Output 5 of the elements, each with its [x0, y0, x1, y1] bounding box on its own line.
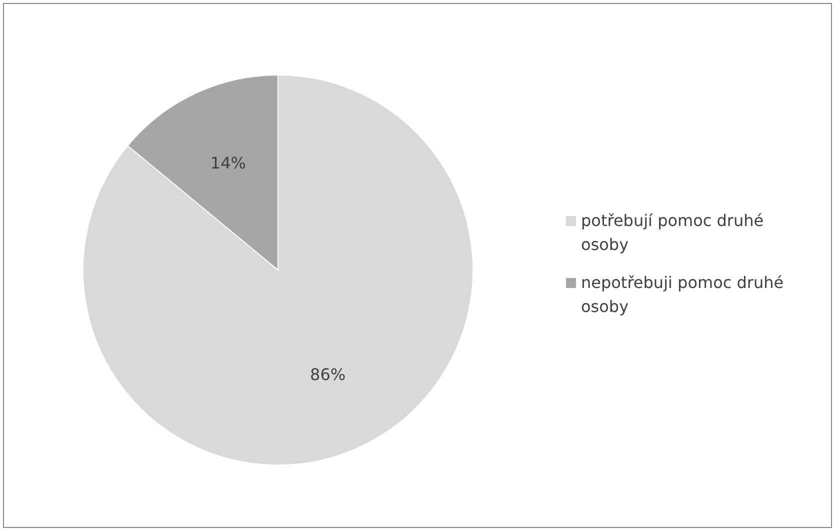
data-label: 14%: [210, 154, 246, 173]
legend-label: potřebují pomoc druhé osoby: [581, 211, 764, 254]
data-label: 86%: [310, 365, 346, 384]
pie-slice: [82, 74, 474, 466]
legend-label: nepotřebuji pomoc druhé osoby: [581, 273, 784, 316]
